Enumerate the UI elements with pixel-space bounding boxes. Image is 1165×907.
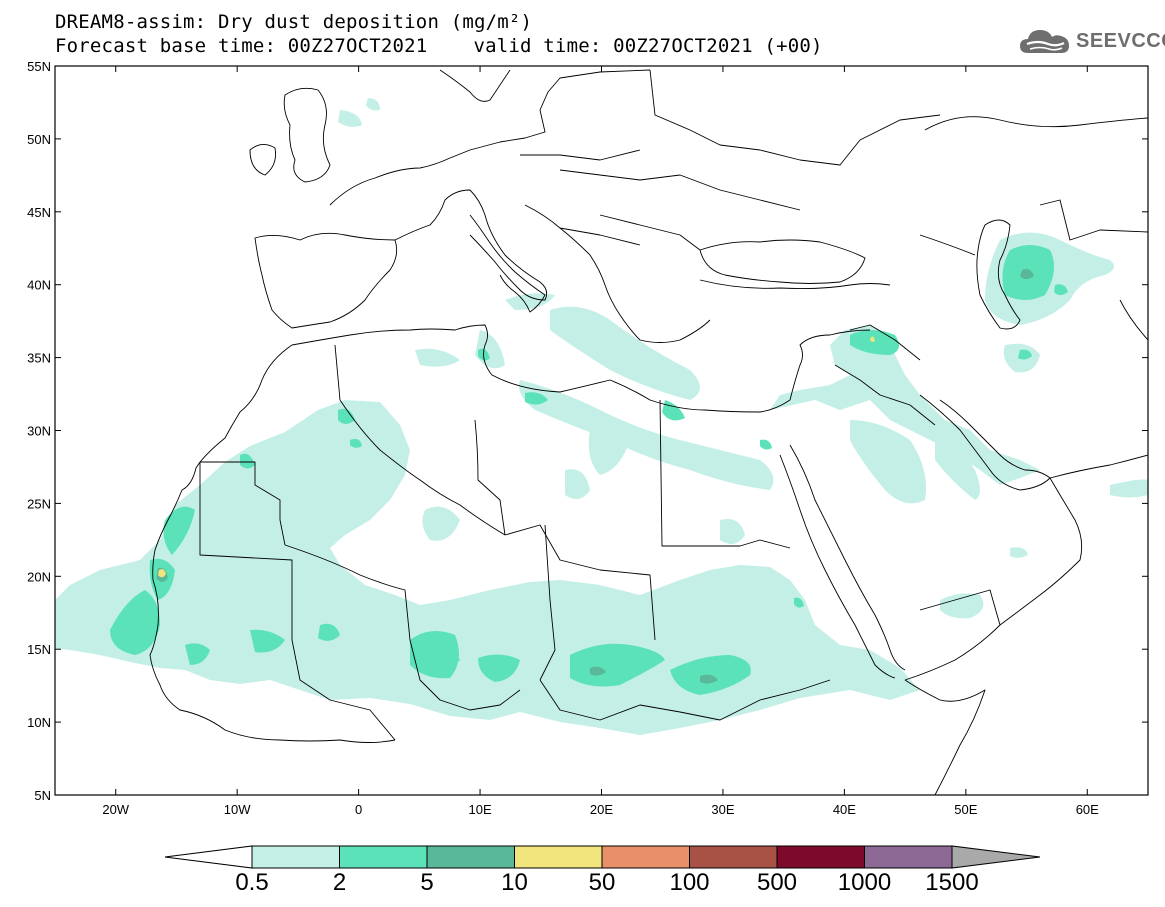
lon-tick-label: 10E [468, 802, 491, 817]
lat-tick-label: 10N [27, 715, 51, 730]
colorbar-label: 10 [501, 869, 528, 896]
seevccc-logo: SEEVCCC [1018, 26, 1165, 56]
colorbar-box [426, 845, 515, 869]
lat-tick-label: 55N [27, 59, 51, 74]
lat-tick-label: 20N [27, 569, 51, 584]
colorbar-box [776, 845, 865, 869]
lat-tick-label: 50N [27, 132, 51, 147]
logo-text: SEEVCCC [1076, 29, 1165, 52]
lon-tick-label: 0 [355, 802, 362, 817]
colorbar-label: 0.5 [235, 869, 268, 896]
level-2-area [110, 245, 1068, 695]
lon-tick-label: 30E [711, 802, 734, 817]
colorbar-label: 5 [420, 869, 433, 896]
level-5-area [156, 268, 1034, 684]
axis-ticks: 5N 10N 15N 20N 25N 30N 35N 40N 45N 50N 55N 20W 10W 0 1… [27, 59, 1148, 817]
lon-tick-label: 20W [102, 802, 129, 817]
colorbar-label: 500 [757, 869, 797, 896]
colorbar-box [514, 845, 603, 869]
valid-time: valid time: 00Z27OCT2021 (+00) [473, 35, 823, 57]
lon-tick-label: 10W [224, 802, 251, 817]
colorbar-label: 1000 [838, 869, 891, 896]
lon-tick-label: 50E [954, 802, 977, 817]
lat-tick-label: 15N [27, 642, 51, 657]
lat-tick-label: 35N [27, 351, 51, 366]
level-10-area [158, 336, 875, 578]
forecast-base-time: Forecast base time: 00Z27OCT2021 [55, 35, 428, 57]
lon-tick-label: 60E [1076, 802, 1099, 817]
colorbar: 0.5 2 5 10 50 100 500 1000 1500 [164, 845, 1041, 896]
coastlines-borders [149, 69, 1148, 795]
map-title: DREAM8-assim: Dry dust deposition (mg/m²… [55, 11, 533, 33]
lat-tick-label: 25N [27, 496, 51, 511]
lon-tick-label: 40E [833, 802, 856, 817]
colorbar-above-arrow [951, 845, 1041, 869]
dust-field [55, 98, 1148, 735]
level-0.5-area [55, 98, 1148, 735]
colorbar-label: 1500 [925, 869, 978, 896]
lat-tick-label: 30N [27, 424, 51, 439]
lat-tick-label: 40N [27, 278, 51, 293]
colorbar-label: 2 [333, 869, 346, 896]
lat-tick-label: 45N [27, 205, 51, 220]
colorbar-box [339, 845, 428, 869]
map-subtitle: Forecast base time: 00Z27OCT2021 valid ti… [55, 36, 823, 56]
colorbar-box [689, 845, 778, 869]
colorbar-box [864, 845, 953, 869]
lon-tick-label: 20E [590, 802, 613, 817]
colorbar-below-arrow [164, 845, 253, 869]
colorbar-label: 100 [669, 869, 709, 896]
colorbar-label: 50 [589, 869, 616, 896]
lat-tick-label: 5N [34, 788, 51, 803]
colorbar-box [251, 845, 340, 869]
cloud-icon [1020, 30, 1069, 53]
colorbar-box [601, 845, 690, 869]
